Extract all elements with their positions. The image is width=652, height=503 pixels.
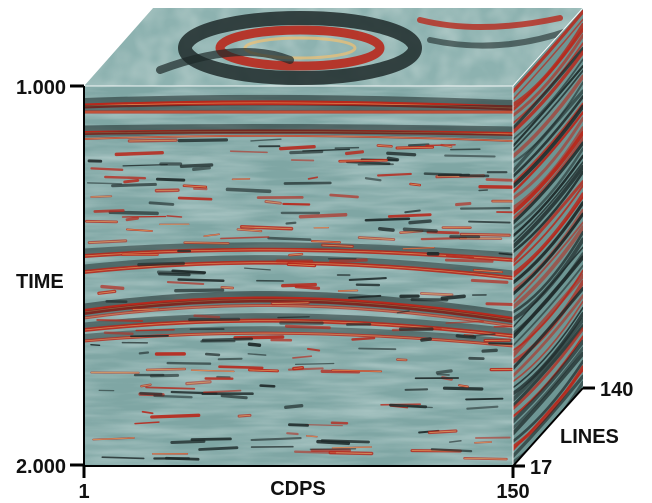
lines-axis-label: LINES <box>560 426 619 448</box>
cube-top-face <box>84 8 583 86</box>
time-bottom-tick-label: 2.000 <box>16 456 66 478</box>
time-top-tick-label: 1.000 <box>16 77 66 99</box>
cdps-end-tick-label: 150 <box>496 481 529 503</box>
cube-front-face <box>84 86 513 465</box>
time-axis: 1.000 2.000 TIME <box>16 77 85 478</box>
cdps-axis: 1 150 CDPS <box>78 465 530 503</box>
lines-near-tick-label: 17 <box>530 457 552 479</box>
cube-side-face <box>513 8 583 465</box>
time-axis-label: TIME <box>16 271 64 293</box>
cdps-start-tick-label: 1 <box>78 481 89 503</box>
cube-edges <box>84 7 584 465</box>
lines-far-tick-label: 140 <box>600 379 633 401</box>
lines-axis: 17 140 LINES <box>512 379 633 479</box>
cdps-axis-label: CDPS <box>270 478 326 500</box>
